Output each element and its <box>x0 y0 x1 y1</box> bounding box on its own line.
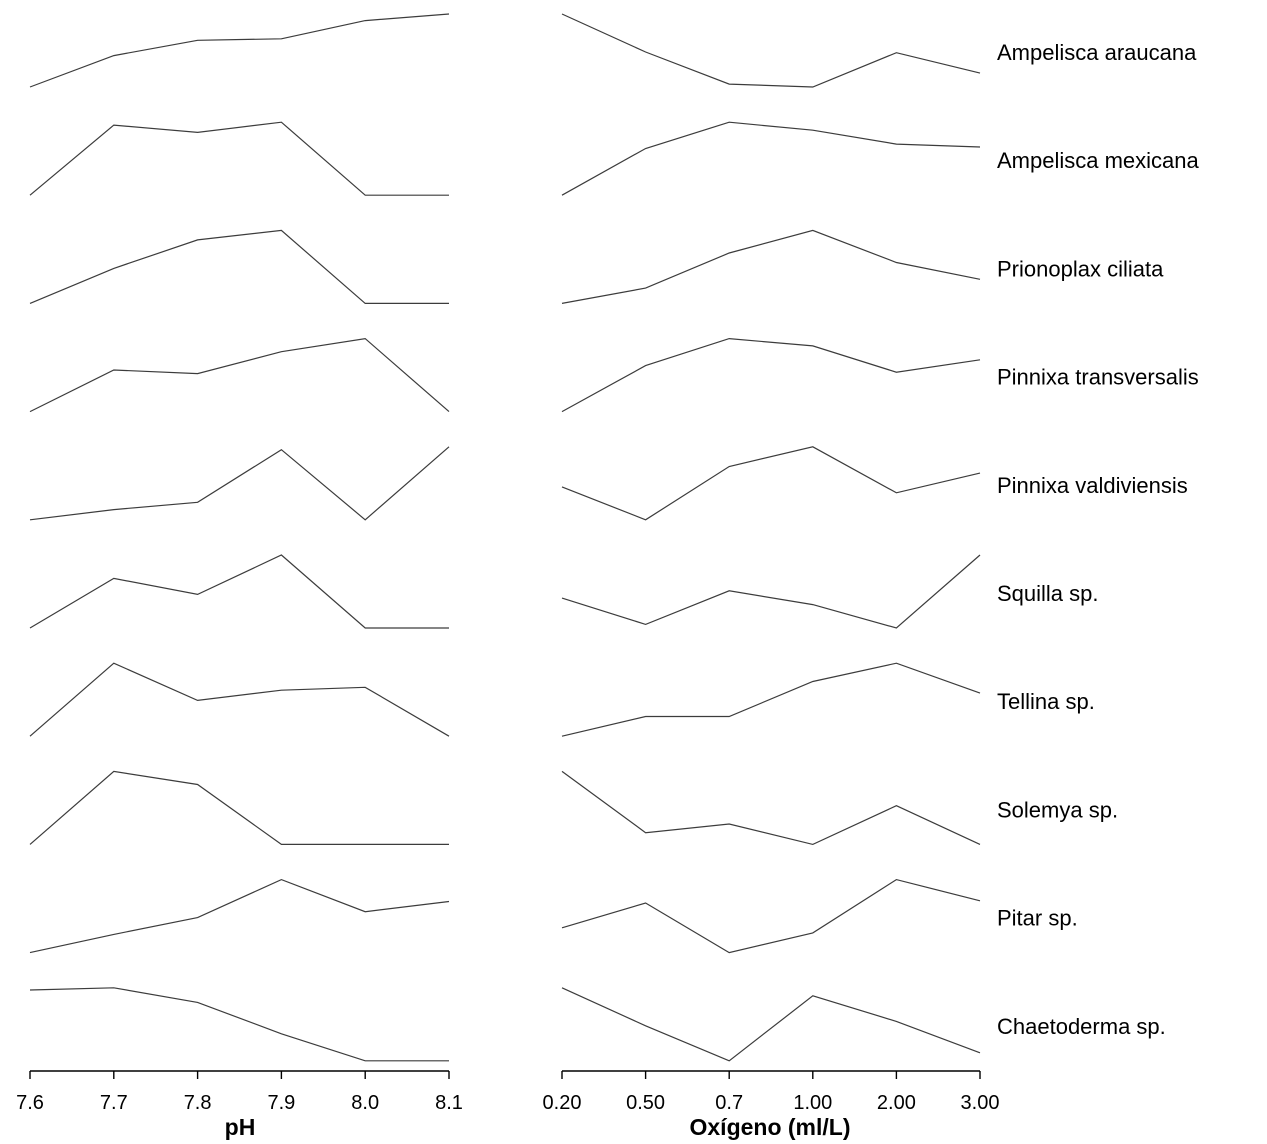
species-labels: Ampelisca araucana Ampelisca mexicana Prio… <box>997 40 1200 1039</box>
ph-tick-label: 8.1 <box>435 1092 463 1114</box>
species-label: Pinnixa valdiviensis <box>997 473 1188 498</box>
oxygen-series-line <box>561 554 981 629</box>
species-label: Tellina sp. <box>997 689 1095 714</box>
oxygen-series-line <box>561 13 981 88</box>
oxygen-tick-label: 0.50 <box>626 1092 665 1114</box>
oxygen-series-line <box>561 878 981 954</box>
species-label: Prionoplax ciliata <box>997 256 1164 281</box>
oxygen-series-line <box>561 770 981 846</box>
oxygen-series-line <box>561 446 981 521</box>
ph-series-line <box>29 229 449 304</box>
species-label: Pitar sp. <box>997 906 1078 931</box>
oxygen-series-line <box>561 337 981 413</box>
ph-axis-title: pH <box>225 1114 256 1140</box>
oxygen-panel: 0.20 0.50 0.7 1.00 2.00 3.00 Oxígeno (ml/L) <box>543 13 1000 1140</box>
ph-tick-label: 7.8 <box>184 1092 212 1114</box>
oxygen-tick-label: 1.00 <box>793 1092 832 1114</box>
ph-series-line <box>29 337 450 413</box>
oxygen-tick-label: 2.00 <box>877 1092 916 1114</box>
ph-series-line <box>29 446 450 521</box>
ph-tick-label: 7.7 <box>100 1092 128 1114</box>
ph-series-line <box>29 13 450 88</box>
ph-series-line <box>29 878 450 954</box>
oxygen-axis-title: Oxígeno (ml/L) <box>690 1114 851 1140</box>
ph-panel: 7.6 7.7 7.8 7.9 8.0 8.1 pH <box>16 13 463 1140</box>
species-label: Chaetoderma sp. <box>997 1014 1166 1039</box>
oxygen-series-line <box>561 121 981 196</box>
ph-series-line <box>29 554 449 629</box>
ph-series-line <box>29 770 449 846</box>
oxygen-series-line <box>561 229 981 304</box>
oxygen-series-line <box>561 987 981 1062</box>
ph-series-line <box>29 121 449 196</box>
species-label: Solemya sp. <box>997 797 1118 822</box>
ph-series-line <box>29 662 450 737</box>
species-label: Ampelisca mexicana <box>997 148 1200 173</box>
ph-series-line <box>29 987 449 1062</box>
ph-tick-label: 7.9 <box>267 1092 295 1114</box>
species-label: Ampelisca araucana <box>997 40 1197 65</box>
oxygen-series-line <box>561 662 981 737</box>
oxygen-tick-label: 0.7 <box>715 1092 743 1114</box>
ph-tick-label: 8.0 <box>351 1092 379 1114</box>
oxygen-tick-label: 3.00 <box>961 1092 1000 1114</box>
ph-tick-label: 7.6 <box>16 1092 44 1114</box>
species-label: Pinnixa transversalis <box>997 365 1199 390</box>
oxygen-tick-label: 0.20 <box>543 1092 582 1114</box>
species-label: Squilla sp. <box>997 581 1099 606</box>
